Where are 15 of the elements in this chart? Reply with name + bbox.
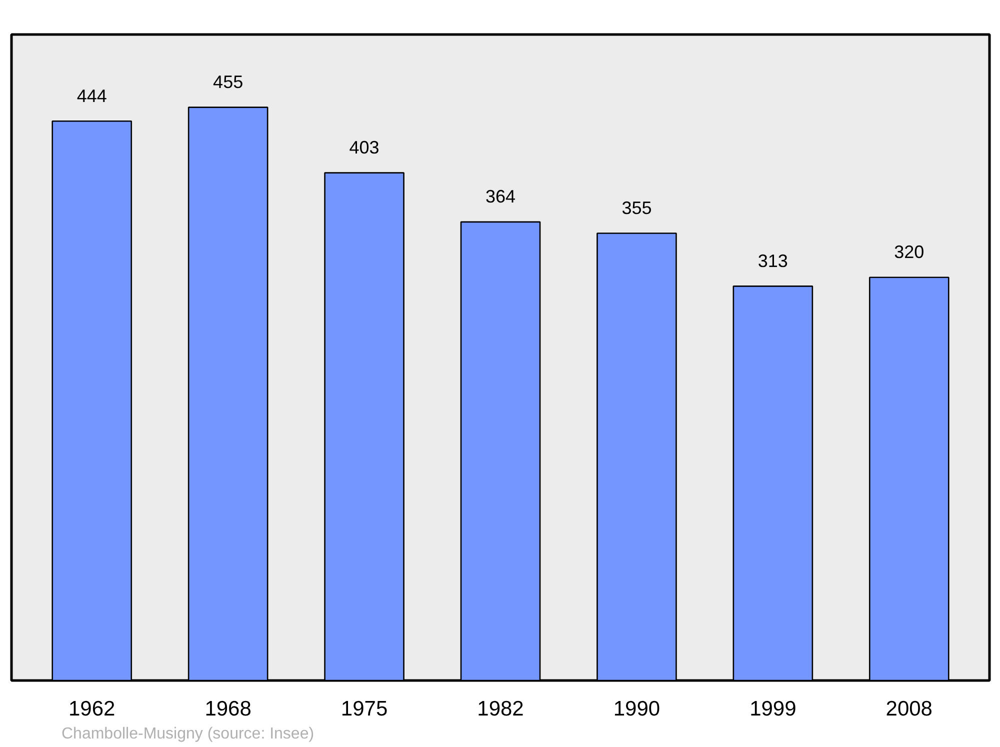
x-tick-label: 1990: [613, 698, 660, 720]
data-label: 444: [76, 86, 107, 106]
x-tick-label: 1962: [68, 698, 116, 720]
data-label: 355: [622, 198, 652, 218]
x-tick-label: 1975: [340, 698, 388, 720]
data-label: 313: [758, 250, 788, 271]
x-tick-label: 1999: [750, 698, 796, 720]
data-label: 455: [213, 72, 244, 92]
data-label: 364: [485, 186, 516, 207]
x-tick-label: 2008: [886, 698, 932, 720]
text: Chambolle-Musigny (source: Insee): [62, 726, 314, 742]
x-tick-label: 1968: [204, 698, 252, 720]
x-tick-label: 1982: [477, 698, 524, 720]
data-label: 320: [894, 242, 924, 262]
data-label: 403: [349, 137, 380, 158]
